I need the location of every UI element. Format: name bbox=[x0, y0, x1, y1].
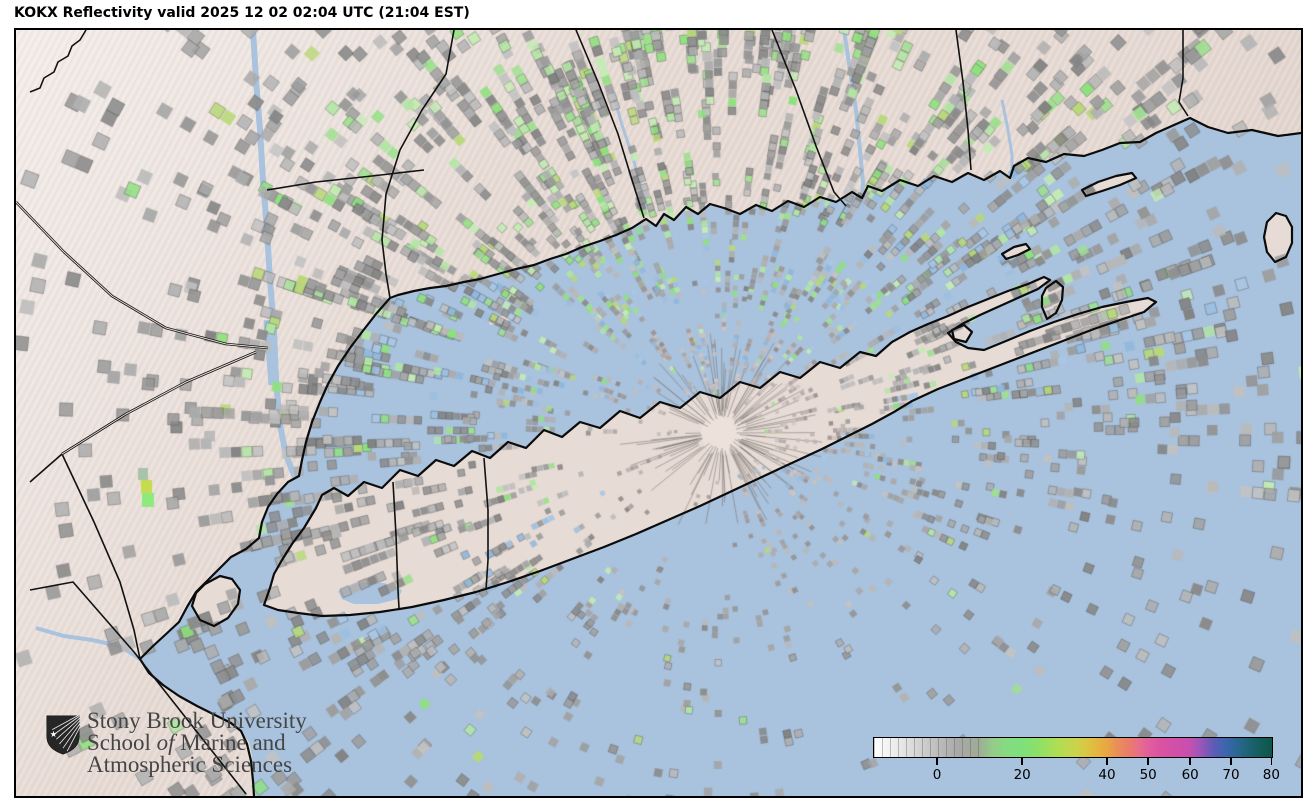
ny-nj-border-inner bbox=[16, 201, 269, 349]
ny-ct-border bbox=[381, 30, 455, 299]
radar-echo-layer bbox=[16, 30, 1301, 796]
sbu-line2: School of Marine and bbox=[87, 730, 286, 755]
ct-county-line-3 bbox=[955, 30, 972, 171]
colorbar-tick-mark bbox=[936, 758, 938, 765]
svg-text:★: ★ bbox=[50, 729, 58, 739]
sbu-line3: Atmospheric Sciences bbox=[87, 752, 293, 777]
ct-county-line-2 bbox=[771, 30, 847, 207]
colorbar-tick-mark bbox=[1147, 758, 1149, 765]
colorbar-tick-label: 70 bbox=[1222, 767, 1240, 783]
colorbar-bin-lines bbox=[874, 738, 982, 757]
colorbar-tick-label: 50 bbox=[1139, 767, 1157, 783]
staten-island-outline bbox=[190, 574, 242, 628]
westchester-county-line bbox=[266, 169, 425, 191]
shelter-island-outline bbox=[950, 323, 974, 344]
ny-nj-border bbox=[16, 201, 269, 350]
reflectivity-colorbar: 0 20 40 50 60 70 80 bbox=[873, 737, 1280, 793]
colorbar-tick-label: 80 bbox=[1262, 767, 1280, 783]
colorbar-tick-label: 20 bbox=[1013, 767, 1031, 783]
colorbar-tick-mark bbox=[1189, 758, 1191, 765]
map-frame: 0 20 40 50 60 70 80 ★ Stony Brook University S… bbox=[14, 28, 1303, 798]
ct-county-line-1 bbox=[575, 30, 645, 219]
ct-ri-coastline bbox=[389, 116, 1301, 300]
sbu-line1: Stony Brook University bbox=[87, 708, 307, 733]
fishers-island-outline bbox=[1080, 171, 1138, 198]
stony-brook-logo: ★ Stony Brook University School of Marin… bbox=[44, 708, 307, 777]
colorbar-tick-mark bbox=[1106, 758, 1108, 765]
boundary-layer bbox=[16, 30, 1301, 796]
nyc-harbor-coastline bbox=[138, 297, 391, 796]
sbu-shield-icon: ★ bbox=[46, 714, 81, 755]
colorbar-tick-label: 60 bbox=[1181, 767, 1199, 783]
ny-nj-border-north bbox=[29, 30, 87, 93]
nyc-nassau-line bbox=[392, 481, 400, 609]
nj-county-line-a bbox=[29, 453, 141, 660]
nj-state-line-double bbox=[61, 350, 257, 456]
colorbar-tick-label: 40 bbox=[1098, 767, 1116, 783]
figure-title: KOKX Reflectivity valid 2025 12 02 02:04… bbox=[14, 5, 470, 21]
nj-county-line-b bbox=[29, 581, 247, 795]
block-island-outline bbox=[1262, 211, 1294, 264]
nassau-suffolk-line bbox=[483, 457, 489, 591]
colorbar-tick-label: 0 bbox=[932, 767, 942, 783]
colorbar-tick-mark bbox=[1021, 758, 1023, 765]
gardiners-island-outline bbox=[1040, 279, 1065, 321]
colorbar-tick-mark bbox=[1270, 758, 1273, 765]
plum-island-outline bbox=[1000, 242, 1032, 261]
colorbar-gradient bbox=[873, 737, 1273, 758]
ct-ri-border bbox=[1178, 30, 1189, 117]
nj-state-line-inner bbox=[61, 351, 257, 455]
colorbar-tick-mark bbox=[1230, 758, 1232, 765]
sbu-wordmark: Stony Brook University School of Marine … bbox=[87, 708, 307, 777]
